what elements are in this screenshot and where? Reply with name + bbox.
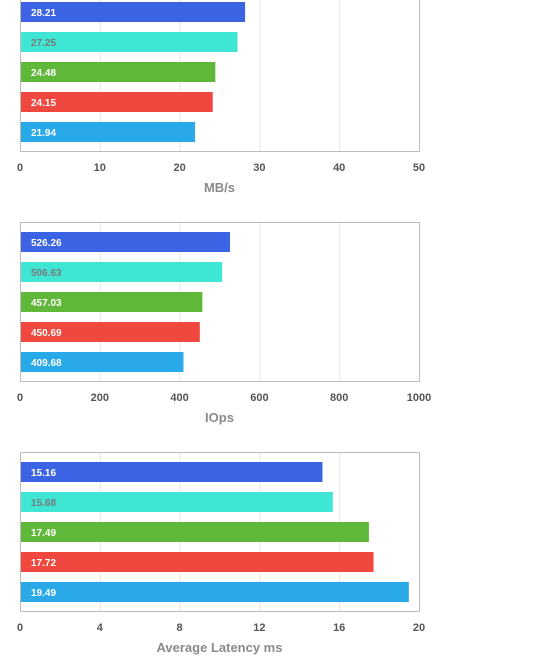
bar [21,552,374,572]
bar [21,292,203,312]
x-tick-label: 0 [17,622,23,634]
x-tick-label: 40 [333,162,345,174]
x-axis-title: IOps [205,410,234,425]
bar-value-label: 24.15 [31,98,56,109]
x-tick-label: 600 [250,392,268,404]
x-tick-label: 20 [413,622,425,634]
bar-value-label: 15.68 [31,498,56,509]
bar-value-label: 506.63 [31,268,62,279]
bar-value-label: 24.48 [31,68,56,79]
x-tick-label: 20 [173,162,185,174]
bar-value-label: 21.94 [31,128,56,139]
x-tick-label: 200 [91,392,109,404]
bar-value-label: 28.21 [31,8,56,19]
bar-value-label: 27.25 [31,38,56,49]
bar-value-label: 17.72 [31,558,56,569]
x-tick-label: 10 [94,162,106,174]
bar-value-label: 457.03 [31,298,62,309]
bar [21,352,184,372]
x-tick-label: 800 [330,392,348,404]
bar [21,262,223,282]
bar-value-label: 526.26 [31,238,62,249]
x-tick-label: 8 [177,622,183,634]
bar [21,92,213,112]
bar [21,2,246,22]
bar-value-label: 15.16 [31,468,56,479]
x-tick-label: 4 [97,622,104,634]
bar [21,322,200,342]
x-tick-label: 30 [253,162,265,174]
chart-3: 15.16 15.68 17.49 17.72 19.49 0 4 8 12 16 20 Averag… [17,452,425,655]
bar-value-label: 409.68 [31,358,62,369]
x-tick-label: 1000 [407,392,431,404]
bar-value-label: 19.49 [31,588,56,599]
bar-value-label: 450.69 [31,328,62,339]
x-tick-label: 0 [17,392,23,404]
chart-1: 28.21 27.25 24.48 24.15 21.94 0 10 20 30 40 50 MB/s [17,0,425,195]
bar [21,582,409,602]
bar [21,232,230,252]
x-axis-title: MB/s [204,180,235,195]
bar-value-label: 17.49 [31,528,56,539]
bar [21,492,333,512]
bar [21,522,369,542]
chart-2: 526.26 506.63 457.03 450.69 409.68 0 200 400 600… [17,222,431,425]
x-tick-label: 400 [170,392,188,404]
bar [21,62,216,82]
x-tick-label: 16 [333,622,345,634]
x-tick-label: 12 [253,622,265,634]
bar [21,122,196,142]
bar [21,462,323,482]
x-tick-label: 50 [413,162,425,174]
bar [21,32,238,52]
x-tick-label: 0 [17,162,23,174]
x-axis-title: Average Latency ms [157,640,283,655]
